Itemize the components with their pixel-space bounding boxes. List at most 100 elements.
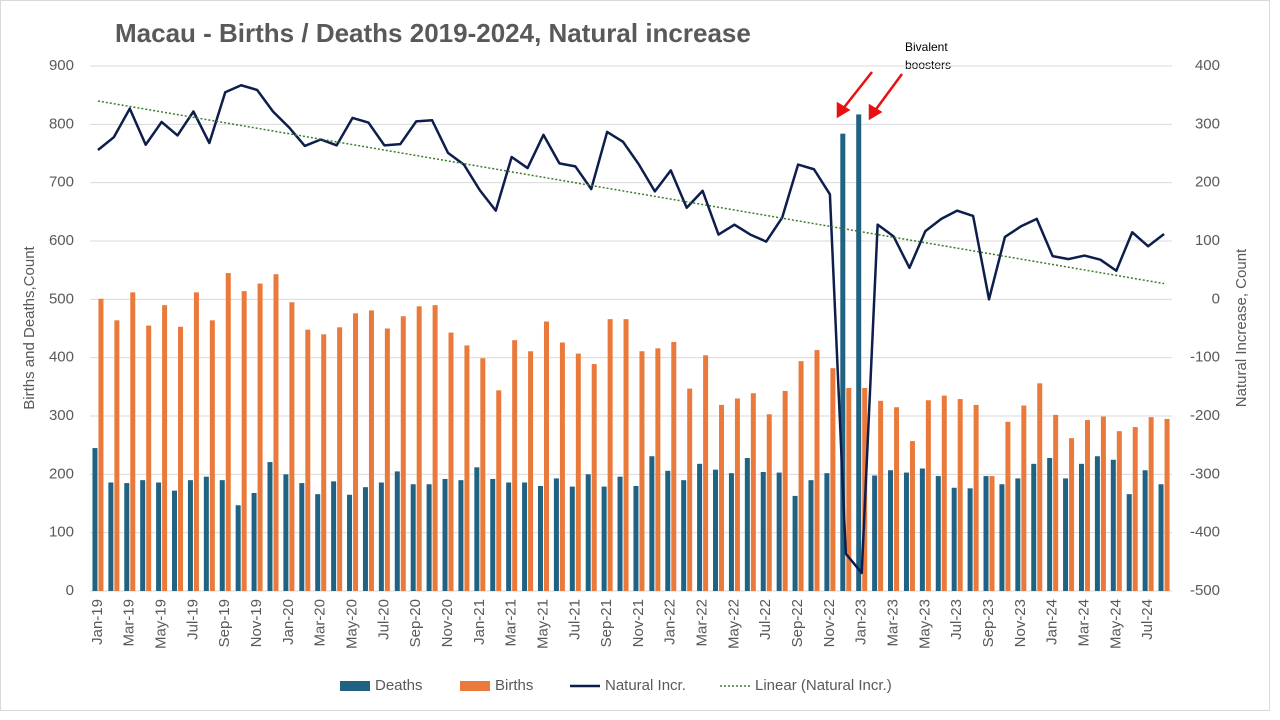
bar bbox=[1005, 421, 1011, 591]
bar bbox=[575, 353, 581, 591]
bar bbox=[607, 319, 613, 591]
bar bbox=[957, 399, 963, 591]
bar bbox=[1116, 431, 1122, 591]
x-tick-label: Sep-21 bbox=[598, 599, 615, 647]
bar bbox=[1063, 478, 1069, 591]
y-tick-label: 100 bbox=[49, 524, 74, 541]
bar bbox=[973, 404, 979, 591]
bar bbox=[490, 479, 496, 591]
bar bbox=[156, 482, 162, 591]
bar bbox=[257, 283, 263, 591]
y-tick-label: 300 bbox=[49, 407, 74, 424]
y2-tick-label: -500 bbox=[1190, 582, 1220, 599]
bar bbox=[178, 326, 184, 591]
bar bbox=[925, 400, 931, 591]
bar bbox=[225, 273, 231, 591]
bar bbox=[543, 321, 549, 591]
x-tick-label: May-23 bbox=[916, 599, 933, 649]
y-tick-label: 500 bbox=[49, 290, 74, 307]
bar bbox=[894, 407, 900, 591]
x-tick-label: Nov-19 bbox=[248, 599, 265, 647]
bar bbox=[1142, 470, 1148, 591]
x-tick-label: Sep-22 bbox=[789, 599, 806, 647]
y-tick-label: 200 bbox=[49, 465, 74, 482]
x-tick-label: Mar-21 bbox=[503, 599, 520, 647]
bar bbox=[432, 305, 438, 591]
bar bbox=[830, 368, 836, 591]
y2-tick-label: 200 bbox=[1195, 174, 1220, 191]
bar bbox=[941, 395, 947, 591]
bar bbox=[378, 482, 384, 591]
x-tick-label: Mar-19 bbox=[121, 599, 138, 647]
annotation: Bivalent bbox=[905, 40, 948, 54]
bar bbox=[1078, 463, 1084, 591]
bar bbox=[872, 475, 878, 591]
bar bbox=[846, 388, 852, 591]
chart-title: Macau - Births / Deaths 2019-2024, Natur… bbox=[115, 18, 751, 48]
bar bbox=[241, 291, 247, 591]
bar bbox=[750, 393, 756, 591]
bar bbox=[744, 458, 750, 591]
bar bbox=[553, 478, 559, 591]
x-tick-label: Jan-22 bbox=[662, 599, 679, 645]
bar bbox=[766, 414, 772, 591]
bar bbox=[639, 351, 645, 591]
bar bbox=[496, 390, 502, 591]
x-tick-label: May-19 bbox=[153, 599, 170, 649]
x-tick-label: Mar-22 bbox=[694, 599, 711, 647]
bar bbox=[315, 494, 321, 591]
bar bbox=[601, 486, 607, 591]
trend-line bbox=[97, 100, 1165, 285]
y-tick-label: 700 bbox=[49, 174, 74, 191]
bar bbox=[108, 482, 114, 591]
bar bbox=[719, 404, 725, 591]
y-tick-label: 0 bbox=[66, 582, 74, 599]
bar bbox=[585, 474, 591, 591]
bar bbox=[1158, 484, 1164, 591]
bar bbox=[474, 467, 480, 591]
x-tick-label: May-22 bbox=[725, 599, 742, 649]
bar bbox=[193, 292, 199, 591]
bar bbox=[480, 358, 486, 591]
bar bbox=[734, 398, 740, 591]
x-tick-label: Jul-22 bbox=[757, 599, 774, 640]
legend-swatch bbox=[460, 681, 490, 691]
bar bbox=[983, 476, 989, 591]
bar bbox=[289, 302, 295, 591]
bar bbox=[919, 468, 925, 591]
x-tick-label: May-21 bbox=[534, 599, 551, 649]
bar bbox=[299, 483, 305, 591]
y2-tick-label: 300 bbox=[1195, 115, 1220, 132]
bar bbox=[808, 480, 814, 591]
x-tick-label: Jan-24 bbox=[1044, 599, 1061, 645]
bar bbox=[878, 400, 884, 591]
x-tick-label: Nov-20 bbox=[439, 599, 456, 647]
x-tick-label: Jan-20 bbox=[280, 599, 297, 645]
bar bbox=[760, 472, 766, 591]
bar bbox=[353, 313, 359, 591]
bar bbox=[114, 320, 120, 591]
annotation: boosters bbox=[905, 58, 951, 72]
bar bbox=[633, 486, 639, 591]
bar bbox=[394, 471, 400, 591]
bar bbox=[235, 505, 241, 591]
x-tick-label: Nov-23 bbox=[1012, 599, 1029, 647]
x-tick-label: Nov-21 bbox=[630, 599, 647, 647]
bar bbox=[98, 298, 104, 591]
bar bbox=[464, 345, 470, 591]
bar bbox=[305, 329, 311, 591]
bar bbox=[798, 361, 804, 591]
bar bbox=[124, 483, 130, 591]
bar bbox=[187, 480, 193, 591]
bar bbox=[130, 292, 136, 591]
bar bbox=[713, 469, 719, 591]
x-tick-label: Sep-19 bbox=[216, 599, 233, 647]
bar bbox=[506, 482, 512, 591]
bar bbox=[442, 479, 448, 591]
x-tick-label: May-20 bbox=[344, 599, 361, 649]
bar bbox=[537, 486, 543, 591]
bar bbox=[999, 484, 1005, 591]
bar bbox=[649, 456, 655, 591]
x-tick-label: Jul-23 bbox=[948, 599, 965, 640]
bar bbox=[1094, 456, 1100, 591]
